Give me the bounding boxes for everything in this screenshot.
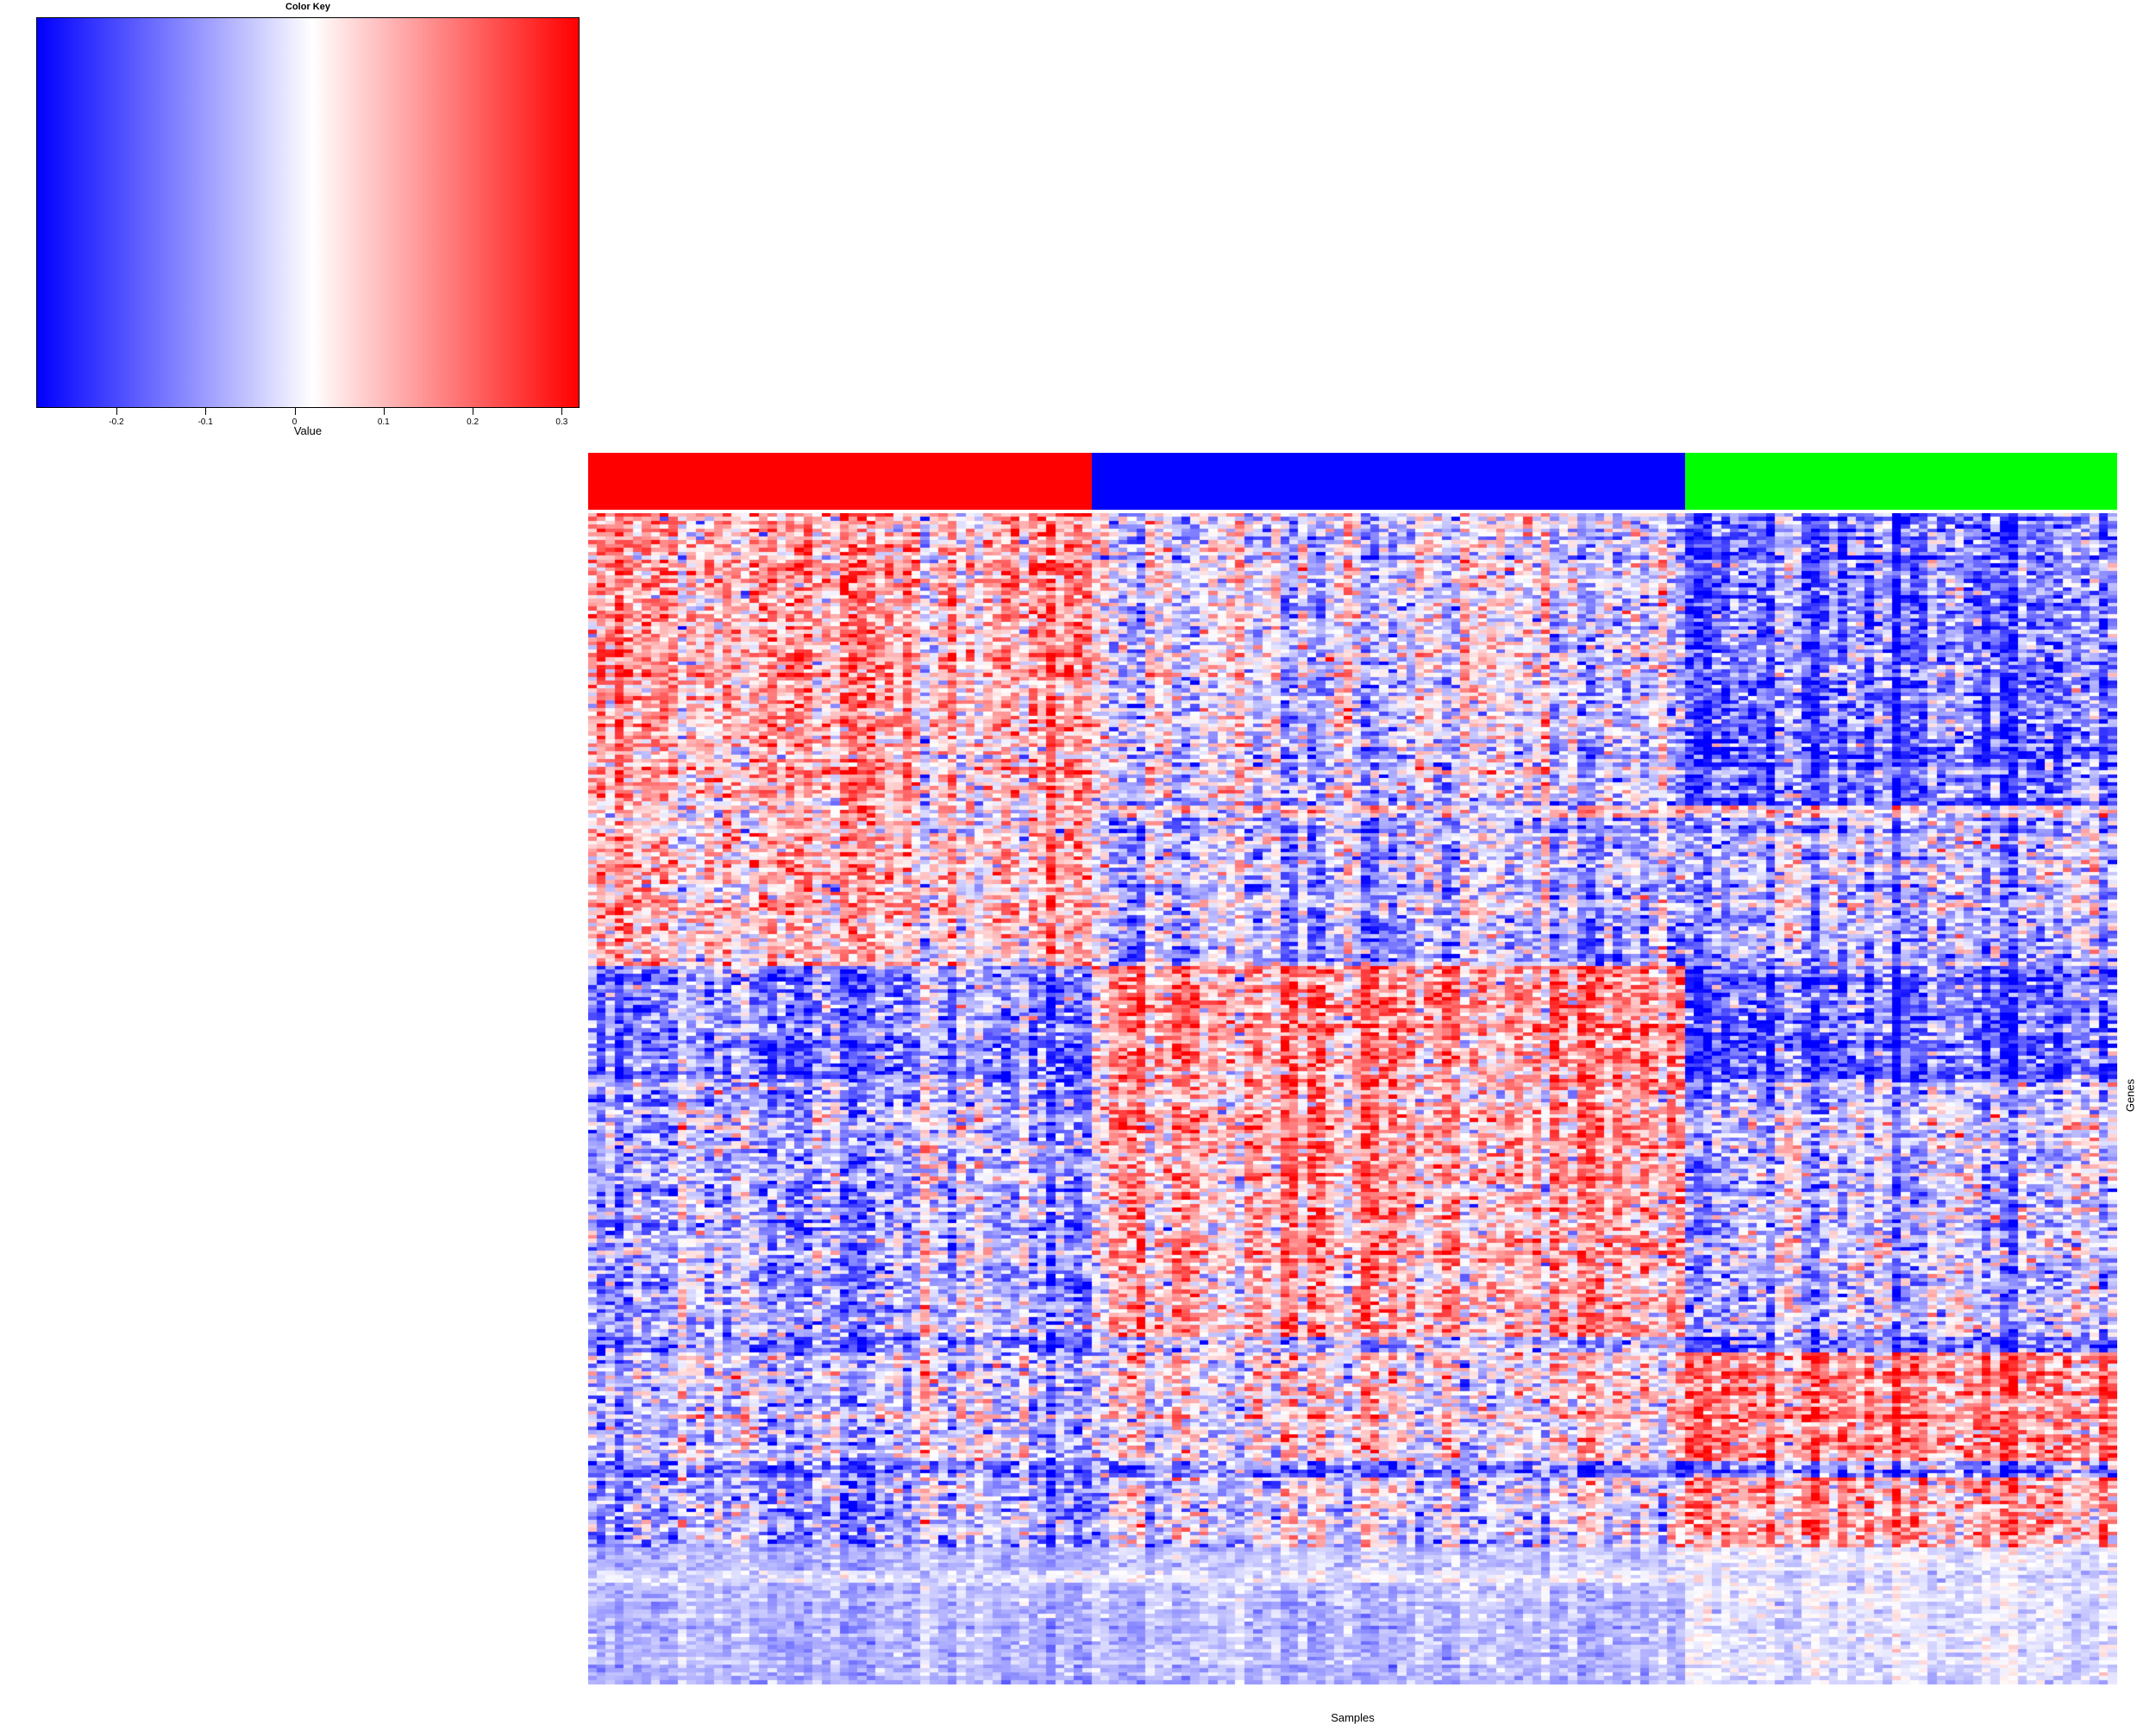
color-key-gradient <box>36 17 580 408</box>
heatmap-grid <box>588 513 2117 1684</box>
color-key-tick-label: 0.3 <box>555 417 568 427</box>
color-key-title: Color Key <box>285 2 330 12</box>
column-side-colors <box>588 453 2117 510</box>
color-key-tick <box>294 408 296 415</box>
color-key-axis: -0.2 -0.1 0 0.1 0.2 0.3 <box>36 408 580 434</box>
column-group-bar <box>588 453 1093 510</box>
column-group-bar <box>1685 453 2117 510</box>
color-key-tick-label: -0.1 <box>197 417 213 427</box>
column-group-bar <box>1092 453 1686 510</box>
y-axis-label: Genes <box>2123 1078 2137 1113</box>
color-key-tick <box>116 408 117 415</box>
color-key-tick <box>383 408 385 415</box>
color-key-tick-label: 0 <box>291 417 298 427</box>
color-key-tick-label: 0.2 <box>467 417 479 427</box>
color-key-tick <box>561 408 563 415</box>
color-key-tick-label: -0.2 <box>109 417 124 427</box>
x-axis-label: Samples <box>1331 1711 1375 1724</box>
color-key-xlabel: Value <box>293 424 323 437</box>
color-key-tick <box>205 408 207 415</box>
color-key-tick-label: 0.1 <box>377 417 390 427</box>
